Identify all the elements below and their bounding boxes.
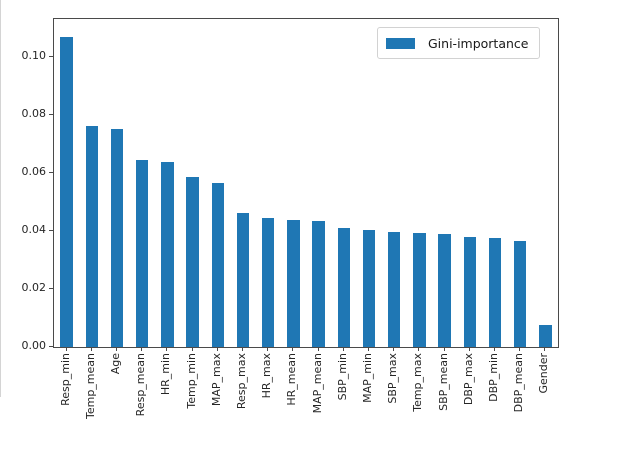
y-tick-label: 0.08 (21, 106, 47, 120)
bar-Gender (539, 324, 552, 347)
x-tick-label: DBP_max (461, 353, 475, 406)
x-tick-label: HR_min (159, 353, 173, 396)
x-tick (141, 347, 143, 351)
x-tick (468, 347, 470, 351)
x-tick-label: HR_mean (285, 353, 299, 406)
x-tick-label: Resp_min (58, 353, 72, 406)
x-tick-label: Temp_max (411, 353, 425, 412)
legend: Gini-importance (377, 27, 540, 59)
x-tick-label: DBP_mean (512, 353, 526, 413)
y-tick-label: 0.10 (21, 48, 47, 62)
x-tick (166, 347, 168, 351)
legend-color-swatch-icon (386, 37, 415, 49)
bar-DBP_mean (513, 241, 527, 347)
y-tick-label: 0.02 (21, 280, 47, 294)
bar-Temp_min (186, 177, 199, 347)
x-tick-label: SBP_max (386, 353, 400, 404)
bar-Age (110, 128, 124, 347)
y-tick (49, 171, 53, 173)
bar-Resp_mean (135, 160, 149, 347)
x-tick-label: SBP_min (335, 353, 349, 401)
y-tick (49, 346, 53, 347)
x-tick (191, 347, 193, 351)
y-tick-label: 0.00 (21, 339, 47, 352)
x-tick-label: SBP_mean (436, 353, 450, 411)
y-tick-label: 0.06 (21, 164, 47, 178)
x-tick-label: Gender (537, 353, 551, 394)
x-tick (292, 347, 294, 351)
bar-HR_max (261, 217, 275, 347)
bar-MAP_max (211, 182, 225, 347)
bar-HR_min (161, 161, 174, 347)
y-tick (49, 55, 53, 57)
y-tick-label: 0.04 (21, 222, 47, 236)
bar-SBP_mean (438, 233, 451, 347)
y-tick (49, 113, 53, 115)
x-tick-label: Temp_min (184, 353, 198, 409)
x-tick-label: MAP_min (361, 353, 374, 403)
y-tick (49, 287, 53, 289)
x-tick (544, 347, 546, 351)
bar-MAP_mean (312, 221, 325, 347)
x-tick (519, 347, 521, 351)
legend-label: Gini-importance (428, 35, 529, 51)
x-tick (494, 347, 495, 351)
x-tick-label: Temp_mean (83, 353, 97, 420)
x-tick-label: HR_max (260, 353, 274, 399)
x-tick-label: MAP_max (209, 353, 223, 407)
x-tick (443, 347, 445, 351)
bar-Temp_max (413, 232, 426, 347)
plot-area (53, 18, 559, 348)
x-tick (317, 347, 319, 351)
x-tick-label: Resp_max (235, 353, 248, 410)
x-tick-label: Age (109, 353, 122, 375)
window-edge-line (0, 0, 1, 397)
bar-Resp_min (60, 36, 73, 347)
x-tick (418, 347, 420, 351)
bar-HR_mean (287, 219, 300, 347)
bar-DBP_max (463, 237, 477, 347)
bar-SBP_min (337, 228, 351, 347)
bar-MAP_min (362, 230, 376, 347)
x-tick-label: DBP_min (487, 353, 500, 402)
x-tick (342, 347, 344, 351)
y-tick (49, 229, 53, 231)
x-tick (216, 347, 218, 351)
x-tick-label: Resp_mean (134, 353, 148, 417)
x-tick (393, 347, 395, 351)
x-tick (65, 347, 67, 351)
x-tick (242, 347, 243, 351)
x-tick (116, 347, 117, 351)
x-tick (267, 347, 269, 351)
x-tick (368, 347, 369, 351)
bar-DBP_min (488, 237, 502, 347)
bar-Resp_max (236, 212, 250, 347)
bar-Temp_mean (85, 126, 99, 347)
x-tick-label: MAP_mean (310, 353, 324, 414)
bar-SBP_max (387, 232, 401, 347)
x-tick (90, 347, 92, 351)
